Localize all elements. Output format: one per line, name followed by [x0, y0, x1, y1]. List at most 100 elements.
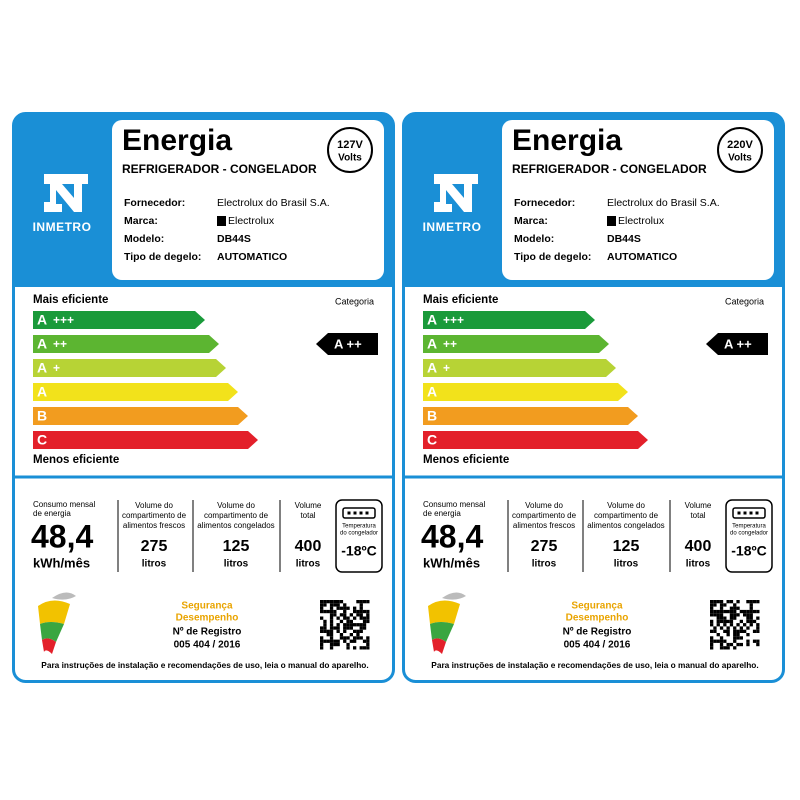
qr-module — [326, 629, 330, 633]
class-letter: C — [427, 432, 437, 448]
qr-module — [353, 609, 357, 614]
qr-module — [356, 613, 360, 617]
qr-module — [339, 619, 344, 624]
qr-module — [739, 609, 743, 614]
qr-module — [729, 600, 734, 604]
qr-module — [356, 636, 360, 640]
volume-label: compartimento de — [122, 511, 187, 520]
qr-module — [362, 646, 367, 650]
field-value: AUTOMATICO — [607, 251, 677, 263]
qr-module — [329, 636, 334, 640]
qr-module — [739, 629, 743, 633]
qr-module — [710, 646, 714, 650]
qr-module — [336, 606, 340, 610]
qr-module — [719, 609, 724, 614]
qr-module — [749, 619, 753, 624]
class-letter: A — [37, 384, 47, 400]
seal-logo-leaf — [52, 592, 76, 600]
qr-module — [333, 613, 337, 617]
seal-logo-red — [432, 638, 446, 654]
qr-module — [726, 600, 730, 604]
qr-module — [320, 639, 324, 643]
inmetro-text: INMETRO — [33, 220, 92, 234]
qr-module — [733, 629, 737, 633]
qr-module — [359, 629, 363, 633]
qr-module — [326, 609, 330, 614]
field-value: DB44S — [217, 233, 251, 245]
qr-module — [329, 633, 334, 637]
qr-module — [719, 613, 724, 617]
qr-module — [320, 642, 324, 647]
qr-module — [713, 613, 717, 617]
qr-module — [326, 600, 330, 604]
qr-module — [343, 603, 347, 607]
qr-module — [339, 606, 344, 610]
rating-arrow — [316, 333, 378, 355]
field-label: Tipo de degelo: — [124, 251, 201, 263]
qr-module — [353, 636, 357, 640]
qr-module — [349, 633, 353, 637]
qr-module — [320, 646, 324, 650]
qr-module — [729, 642, 734, 647]
qr-module — [749, 616, 753, 620]
qr-module — [339, 613, 344, 617]
efficiency-bar — [33, 383, 238, 401]
qr-module — [353, 629, 357, 633]
efficiency-bar — [423, 407, 638, 425]
qr-module — [336, 639, 340, 643]
qr-module — [746, 609, 750, 614]
inmetro-symbol — [44, 174, 88, 212]
qr-module — [320, 600, 324, 604]
qr-module — [356, 600, 360, 604]
volume-label: alimentos frescos — [513, 521, 575, 530]
qr-module — [710, 636, 714, 640]
volume-value: 400 — [295, 538, 322, 555]
qr-module — [343, 613, 347, 617]
qr-module — [716, 633, 720, 637]
volume-unit: litros — [224, 559, 249, 570]
consumption-label: de energia — [33, 509, 71, 518]
voltage: 127V — [337, 139, 363, 151]
qr-module — [739, 619, 743, 624]
qr-module — [723, 639, 727, 643]
qr-module — [710, 609, 714, 614]
registry-label: Nº de Registro — [563, 627, 632, 638]
qr-module — [359, 613, 363, 617]
qr-module — [333, 603, 337, 607]
qr-module — [343, 639, 347, 643]
qr-module — [719, 600, 724, 604]
registry: 005 404 / 2016 — [564, 640, 631, 651]
qr-module — [716, 616, 720, 620]
qr-module — [756, 616, 760, 620]
consumption-unit: kWh/mês — [423, 555, 480, 570]
qr-module — [710, 600, 714, 604]
energy-label: INMETRO Energia REFRIGERADOR - CONGELADOR 2… — [402, 112, 785, 683]
qr-module — [366, 636, 370, 640]
rating: A ++ — [334, 336, 362, 351]
qr-module — [339, 636, 344, 640]
qr-module — [733, 613, 737, 617]
seal-logo-leaf — [442, 592, 466, 600]
qr-module — [723, 616, 727, 620]
qr-module — [353, 616, 357, 620]
qr-module — [746, 616, 750, 620]
volume-label: total — [300, 511, 315, 520]
volume-label: Volume — [685, 501, 712, 510]
class-plus: ++ — [443, 337, 457, 351]
qr-module — [749, 623, 753, 627]
category-label: Categoria — [335, 296, 374, 306]
qr-module — [756, 609, 760, 614]
qr-module — [733, 633, 737, 637]
efficiency-bar — [33, 407, 248, 425]
qr-module — [343, 606, 347, 610]
efficiency-bar — [423, 311, 595, 329]
volume-unit: litros — [142, 559, 167, 570]
qr-module — [710, 639, 714, 643]
qr-module — [746, 600, 750, 604]
header-box — [112, 120, 384, 280]
voltage-unit: Volts — [338, 153, 362, 164]
qr-module — [719, 616, 724, 620]
class-letter: A — [427, 384, 437, 400]
field-value: Electrolux — [618, 215, 665, 227]
qr-module — [726, 626, 730, 630]
